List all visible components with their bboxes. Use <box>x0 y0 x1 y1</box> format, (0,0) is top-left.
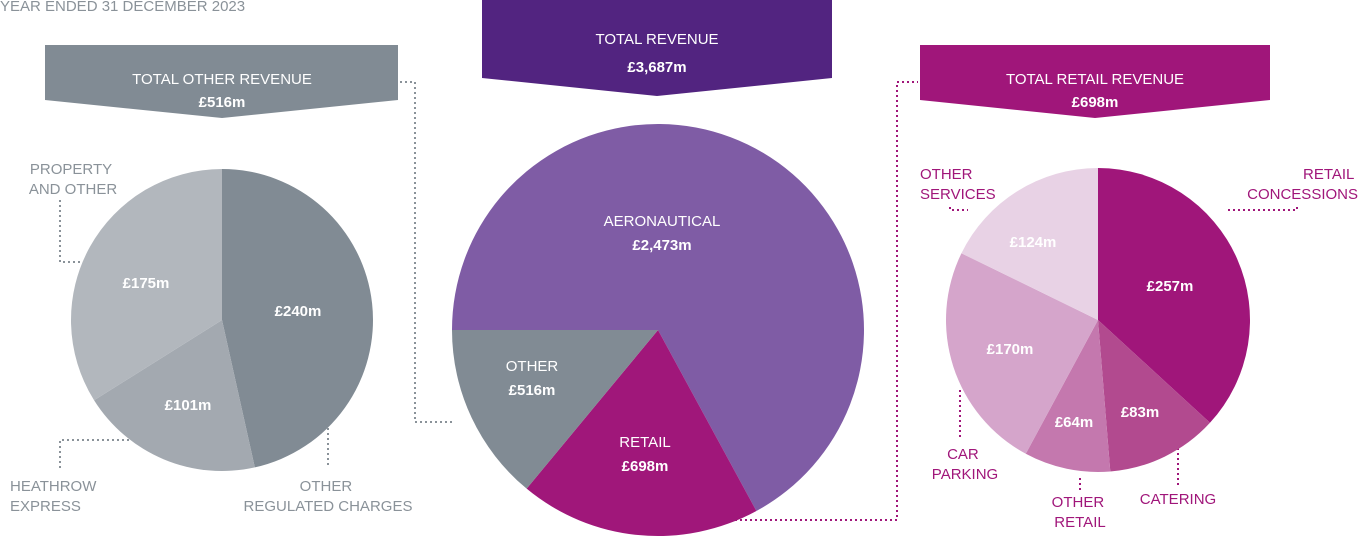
category-label: CATERING <box>1140 491 1216 508</box>
value-label: £170m <box>987 341 1034 358</box>
leader-line <box>1225 207 1298 211</box>
pie-slice <box>526 330 757 536</box>
value-label: £698m <box>622 458 669 475</box>
value-label: £240m <box>275 303 322 320</box>
leader-line <box>949 207 968 211</box>
value-label: £257m <box>1147 278 1194 295</box>
banner <box>920 45 1270 118</box>
chart-subtitle: £698m <box>1072 94 1119 111</box>
connector <box>735 81 918 521</box>
value-label: £83m <box>1121 404 1159 421</box>
pie-slice <box>222 169 373 468</box>
pie-slice <box>452 124 864 511</box>
banner <box>482 0 832 96</box>
category-label: CAR PARKING <box>932 446 998 483</box>
caption: YEAR ENDED 31 DECEMBER 2023 <box>0 0 245 15</box>
category-label: PROPERTY AND OTHER <box>29 161 118 198</box>
value-label: £516m <box>509 382 556 399</box>
pie-slice <box>961 168 1098 320</box>
pie-slice <box>1098 168 1250 423</box>
banner <box>45 45 398 118</box>
pie-slice <box>71 169 222 401</box>
pie-slice <box>946 253 1098 454</box>
pie-slice <box>452 330 658 489</box>
category-label: OTHER RETAIL <box>1052 494 1109 531</box>
category-label: RETAIL CONCESSIONS <box>1247 166 1358 203</box>
chart-title: TOTAL OTHER REVENUE <box>132 71 312 88</box>
pie-slice <box>1025 320 1111 472</box>
slice-label: AERONAUTICAL <box>604 213 721 230</box>
pie-slice <box>1098 320 1210 472</box>
slice-label: RETAIL <box>619 434 670 451</box>
category-label: HEATHROW EXPRESS <box>10 478 101 515</box>
chart-subtitle: £516m <box>199 94 246 111</box>
leader-line <box>59 439 130 468</box>
value-label: £2,473m <box>632 237 691 254</box>
chart-subtitle: £3,687m <box>627 59 686 76</box>
leader-line <box>59 200 86 263</box>
pie-slice <box>94 320 255 471</box>
chart-title: TOTAL REVENUE <box>595 31 718 48</box>
category-label: OTHER SERVICES <box>920 166 996 203</box>
slice-label: OTHER <box>506 358 559 375</box>
chart-title: TOTAL RETAIL REVENUE <box>1006 71 1184 88</box>
value-label: £124m <box>1010 234 1057 251</box>
category-label: OTHER REGULATED CHARGES <box>244 478 413 515</box>
connector <box>400 81 452 423</box>
value-label: £175m <box>123 275 170 292</box>
value-label: £101m <box>165 397 212 414</box>
value-label: £64m <box>1055 414 1093 431</box>
